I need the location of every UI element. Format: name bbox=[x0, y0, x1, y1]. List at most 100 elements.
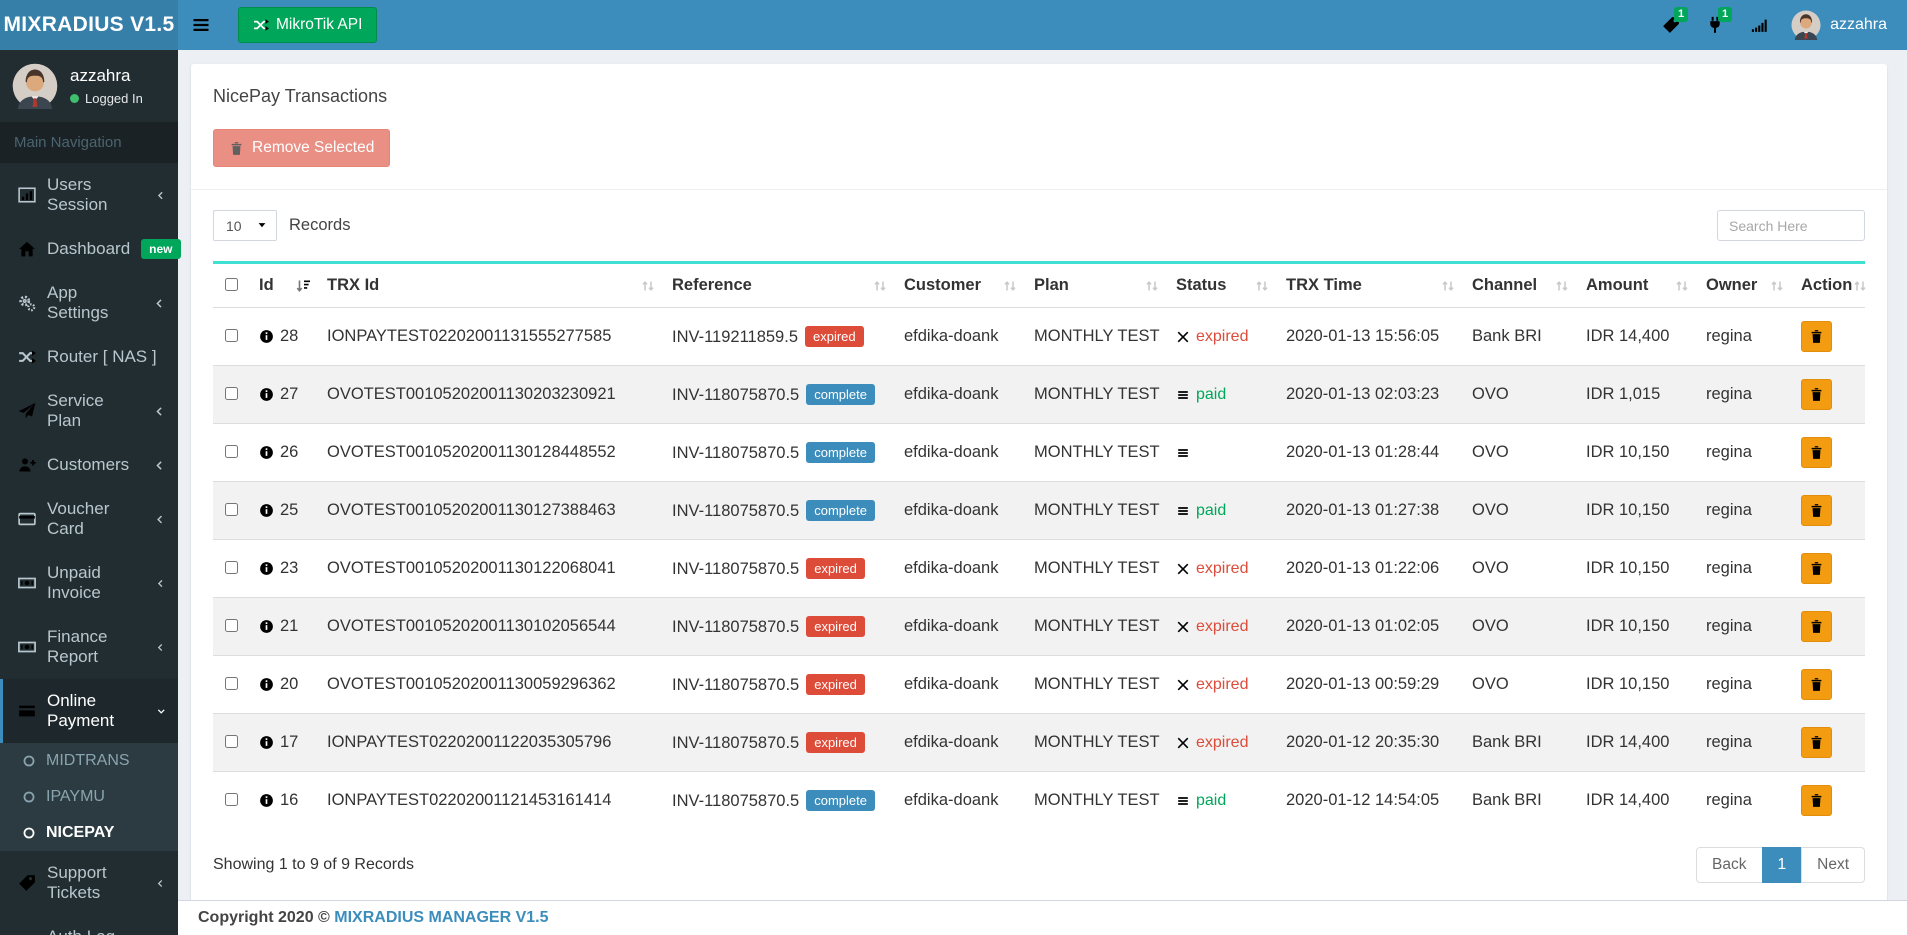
status-label: expired bbox=[1196, 559, 1249, 577]
column-header-customer[interactable]: Customer bbox=[896, 264, 1026, 308]
column-header-amount[interactable]: Amount bbox=[1578, 264, 1698, 308]
credit-card-icon bbox=[18, 510, 36, 528]
login-status: Logged In bbox=[70, 91, 143, 106]
page-title: NicePay Transactions bbox=[213, 86, 388, 106]
sidebar-subitem-nicepay[interactable]: NICEPAY bbox=[0, 815, 178, 851]
row-checkbox[interactable] bbox=[225, 561, 238, 574]
row-select-cell bbox=[213, 539, 251, 598]
mikrotik-api-label: MikroTik API bbox=[276, 16, 363, 33]
user-menu[interactable]: azzahra bbox=[1781, 0, 1893, 50]
row-checkbox[interactable] bbox=[225, 735, 238, 748]
sidebar-item-online-payment[interactable]: Online Payment bbox=[0, 679, 178, 743]
row-checkbox[interactable] bbox=[225, 445, 238, 458]
info-icon[interactable] bbox=[259, 387, 274, 402]
select-all-checkbox[interactable] bbox=[225, 278, 238, 291]
info-icon[interactable] bbox=[259, 561, 274, 576]
pagination-page-1-button[interactable]: 1 bbox=[1761, 847, 1803, 883]
sidebar-item-support-tickets[interactable]: Support Tickets bbox=[0, 851, 178, 915]
signal-status-button[interactable] bbox=[1737, 0, 1781, 50]
mikrotik-api-button[interactable]: MikroTik API bbox=[238, 7, 378, 43]
pagination-back-button[interactable]: Back bbox=[1696, 847, 1763, 883]
chevron-left-icon bbox=[153, 405, 166, 418]
delete-row-button[interactable] bbox=[1801, 379, 1832, 410]
info-icon[interactable] bbox=[259, 503, 274, 518]
row-id: 23 bbox=[280, 559, 299, 577]
sidebar-item-router-nas[interactable]: Router [ NAS ] bbox=[0, 335, 178, 379]
sidebar-item-voucher-card[interactable]: Voucher Card bbox=[0, 487, 178, 551]
column-header-action[interactable]: Action bbox=[1793, 264, 1865, 308]
sort-icon bbox=[1769, 278, 1785, 294]
info-icon[interactable] bbox=[259, 329, 274, 344]
row-id: 16 bbox=[280, 791, 299, 809]
row-checkbox[interactable] bbox=[225, 619, 238, 632]
column-header-plan[interactable]: Plan bbox=[1026, 264, 1168, 308]
notifications-tag-button[interactable]: 1 bbox=[1649, 0, 1693, 50]
sidebar-subitem-midtrans[interactable]: MIDTRANS bbox=[0, 743, 178, 779]
amount-cell: IDR 10,150 bbox=[1578, 655, 1698, 714]
app-logo[interactable]: MIXRADIUS V1.5 bbox=[0, 0, 178, 50]
reference-status-badge: expired bbox=[806, 674, 865, 695]
delete-row-button[interactable] bbox=[1801, 727, 1832, 758]
amount-cell: IDR 14,400 bbox=[1578, 713, 1698, 772]
column-header-owner[interactable]: Owner bbox=[1698, 264, 1793, 308]
trash-icon bbox=[1809, 503, 1824, 518]
login-status-label: Logged In bbox=[85, 91, 143, 106]
records-per-page-select[interactable]: 10 bbox=[213, 210, 277, 241]
avatar bbox=[1791, 10, 1821, 40]
id-cell: 27 bbox=[251, 365, 319, 424]
column-header-reference[interactable]: Reference bbox=[664, 264, 896, 308]
transactions-card: NicePay Transactions Remove Selected 10 … bbox=[191, 64, 1887, 905]
delete-row-button[interactable] bbox=[1801, 437, 1832, 468]
sidebar-item-customers[interactable]: Customers bbox=[0, 443, 178, 487]
sidebar-item-label: Service Plan bbox=[47, 391, 104, 430]
row-checkbox[interactable] bbox=[225, 503, 238, 516]
sort-amount-desc-icon bbox=[295, 278, 311, 294]
info-icon[interactable] bbox=[259, 445, 274, 460]
delete-row-button[interactable] bbox=[1801, 553, 1832, 584]
footer-brand-link[interactable]: MIXRADIUS MANAGER V1.5 bbox=[334, 909, 549, 926]
sidebar-subitem-ipaymu[interactable]: IPAYMU bbox=[0, 779, 178, 815]
table-row: 21 OVOTEST00105202001130102056544 INV-1180… bbox=[213, 597, 1865, 656]
sidebar-item-auth-log-record[interactable]: Auth Log Record bbox=[0, 915, 178, 935]
delete-row-button[interactable] bbox=[1801, 611, 1832, 642]
status-cell: expired bbox=[1168, 713, 1278, 772]
connections-plug-button[interactable]: 1 bbox=[1693, 0, 1737, 50]
status-cell: expired bbox=[1168, 539, 1278, 598]
info-icon[interactable] bbox=[259, 735, 274, 750]
sidebar-item-users-session[interactable]: Users Session bbox=[0, 163, 178, 227]
trx-id-cell: OVOTEST00105202001130059296362 bbox=[319, 655, 664, 714]
sidebar-toggle-button[interactable] bbox=[178, 0, 224, 50]
info-icon[interactable] bbox=[259, 793, 274, 808]
sidebar-item-unpaid-invoice[interactable]: Unpaid Invoice bbox=[0, 551, 178, 615]
column-header-trx-id[interactable]: TRX Id bbox=[319, 264, 664, 308]
row-checkbox[interactable] bbox=[225, 677, 238, 690]
info-icon[interactable] bbox=[259, 677, 274, 692]
amount-cell: IDR 14,400 bbox=[1578, 307, 1698, 366]
sidebar-item-finance-report[interactable]: Finance Report bbox=[0, 615, 178, 679]
row-checkbox[interactable] bbox=[225, 387, 238, 400]
delete-row-button[interactable] bbox=[1801, 669, 1832, 700]
status-cell bbox=[1168, 423, 1278, 482]
action-cell bbox=[1793, 771, 1865, 829]
row-checkbox[interactable] bbox=[225, 793, 238, 806]
info-icon[interactable] bbox=[259, 619, 274, 634]
sidebar-item-service-plan[interactable]: Service Plan bbox=[0, 379, 178, 443]
column-label: TRX Time bbox=[1286, 276, 1362, 294]
column-label: Action bbox=[1801, 276, 1853, 294]
delete-row-button[interactable] bbox=[1801, 495, 1832, 526]
column-header-channel[interactable]: Channel bbox=[1464, 264, 1578, 308]
column-header-trx-time[interactable]: TRX Time bbox=[1278, 264, 1464, 308]
delete-row-button[interactable] bbox=[1801, 321, 1832, 352]
sidebar-item-dashboard[interactable]: Dashboard new bbox=[0, 227, 181, 271]
row-checkbox[interactable] bbox=[225, 329, 238, 342]
search-input[interactable] bbox=[1717, 210, 1865, 241]
remove-selected-button[interactable]: Remove Selected bbox=[213, 129, 391, 167]
column-header-status[interactable]: Status bbox=[1168, 264, 1278, 308]
pagination-next-button[interactable]: Next bbox=[1801, 847, 1865, 883]
delete-row-button[interactable] bbox=[1801, 785, 1832, 816]
sidebar-item-app-settings[interactable]: App Settings bbox=[0, 271, 178, 335]
content-wrapper: NicePay Transactions Remove Selected 10 … bbox=[178, 0, 1907, 905]
column-header-id[interactable]: Id bbox=[251, 264, 319, 308]
owner-cell: regina bbox=[1698, 597, 1793, 656]
column-label: Amount bbox=[1586, 276, 1649, 294]
